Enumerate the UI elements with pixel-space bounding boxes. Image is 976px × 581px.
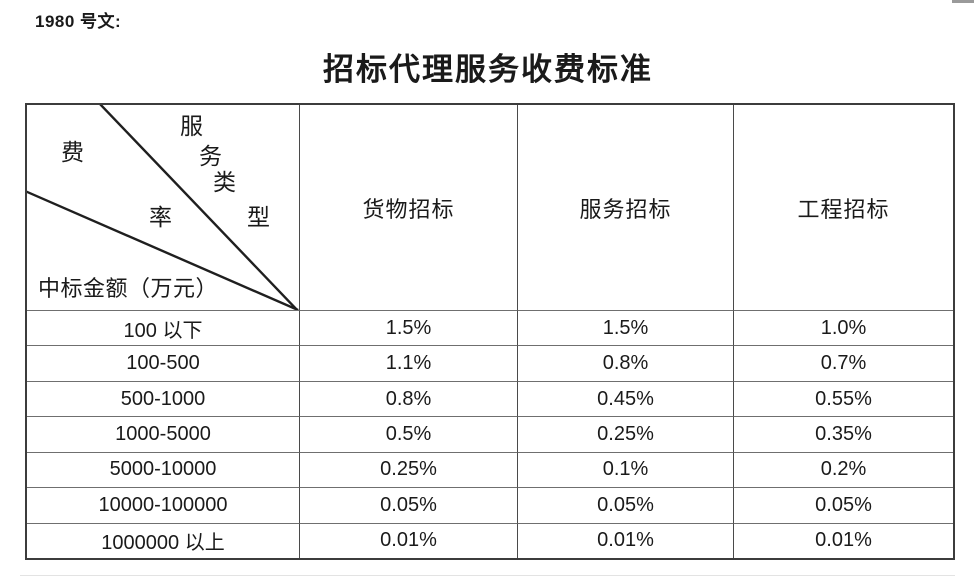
- table-cell: 0.01%: [517, 522, 733, 558]
- table-cell: 0.1%: [517, 451, 733, 488]
- table-cell: 0.01%: [733, 522, 953, 558]
- diagonal-label-rate-char: 率: [149, 205, 172, 230]
- table-cell: 0.8%: [517, 345, 733, 381]
- table-cell: 1.5%: [517, 310, 733, 346]
- table-cell: 0.01%: [299, 522, 517, 558]
- table-cell: 0.45%: [517, 380, 733, 417]
- fee-standard-table: 服 务 类 型 费 率 中标金额（万元） 货物招标 服务招标 工程招标 100 …: [25, 103, 955, 560]
- diagonal-label-service-type-char: 服: [180, 114, 203, 139]
- screenshot-edge-artifact: [952, 0, 974, 3]
- table-cell: 0.7%: [733, 345, 953, 381]
- row-label: 100-500: [27, 345, 299, 380]
- diagonal-label-rate-char: 费: [61, 140, 84, 165]
- doc-ref-label: 1980 号文:: [35, 12, 122, 31]
- table-cell: 0.8%: [299, 380, 517, 417]
- column-header-services: 服务招标: [517, 105, 733, 310]
- table-cell: 0.05%: [733, 487, 953, 523]
- table-cell: 0.25%: [299, 451, 517, 488]
- table-cell: 0.05%: [517, 487, 733, 523]
- column-header-goods: 货物招标: [299, 105, 517, 310]
- row-label: 500-1000: [27, 380, 299, 416]
- row-label: 5000-10000: [27, 451, 299, 487]
- page-bottom-faint-rule: [20, 575, 955, 576]
- table-cell: 0.25%: [517, 416, 733, 452]
- table-cell: 0.35%: [733, 416, 953, 452]
- row-label: 100 以下: [27, 310, 299, 345]
- table-cell: 1.0%: [733, 310, 953, 346]
- diagonal-split-lines: [27, 105, 299, 310]
- diagonal-label-service-type-char: 型: [247, 205, 270, 230]
- table-cell: 0.55%: [733, 380, 953, 417]
- corner-bottom-label: 中标金额（万元）: [38, 276, 219, 301]
- column-header-engineering: 工程招标: [733, 105, 953, 310]
- page-title: 招标代理服务收费标准: [323, 52, 653, 87]
- table-corner-cell: 服 务 类 型 费 率 中标金额（万元）: [27, 105, 299, 310]
- table-cell: 0.05%: [299, 487, 517, 523]
- row-label: 10000-100000: [27, 487, 299, 522]
- row-label: 1000000 以上: [27, 522, 299, 558]
- table-cell: 0.2%: [733, 451, 953, 488]
- diagonal-label-service-type-char: 类: [213, 170, 236, 195]
- table-cell: 0.5%: [299, 416, 517, 452]
- row-label: 1000-5000: [27, 416, 299, 451]
- diagonal-label-service-type-char: 务: [199, 144, 222, 169]
- table-cell: 1.5%: [299, 310, 517, 346]
- table-cell: 1.1%: [299, 345, 517, 381]
